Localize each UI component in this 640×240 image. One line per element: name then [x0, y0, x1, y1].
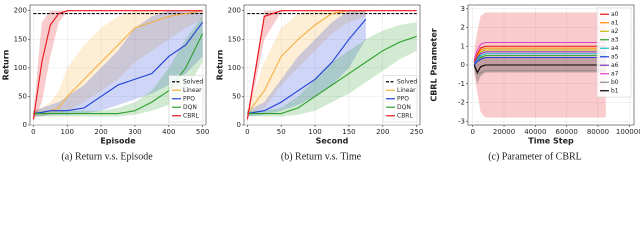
legend-label: Linear	[397, 87, 416, 94]
y-tick-label: 3	[461, 5, 465, 13]
x-tick-label: 0	[31, 128, 35, 136]
y-tick-label: 2	[461, 24, 465, 32]
legend-label: b0	[611, 79, 619, 86]
y-tick-label: -2	[458, 99, 465, 107]
y-tick-label: 150	[228, 35, 241, 43]
error-band	[33, 16, 203, 117]
caption: (c) Parameter of CBRL	[488, 151, 582, 162]
x-tick-label: 100	[308, 128, 321, 136]
legend-label: a0	[611, 11, 619, 18]
series-line	[473, 47, 606, 64]
error-band	[247, 10, 366, 117]
caption: (a) Return v.s. Episode	[61, 151, 153, 162]
legend-label: PPO	[183, 95, 195, 102]
y-axis-label: Return	[2, 49, 11, 80]
series-line	[473, 41, 606, 60]
series-line	[473, 53, 606, 66]
series-line	[473, 64, 606, 74]
x-tick-label: 0	[470, 128, 474, 136]
x-tick-label: 500	[196, 128, 209, 136]
error-band	[247, 10, 366, 117]
x-axis-label: Episode	[100, 137, 136, 146]
y-tick-label: 50	[18, 92, 27, 100]
legend-label: Linear	[183, 87, 202, 94]
series-line	[473, 56, 606, 66]
error-band	[474, 55, 606, 84]
legend-label: a4	[611, 45, 619, 52]
error-band	[33, 10, 203, 117]
legend-label: a1	[611, 19, 619, 26]
x-tick-label: 300	[128, 128, 141, 136]
y-tick-label: -1	[458, 80, 465, 88]
y-tick-label: 100	[228, 64, 241, 72]
x-tick-label: 150	[342, 128, 355, 136]
legend-label: CBRL	[183, 112, 199, 119]
series-line	[32, 10, 203, 120]
y-tick-label: 150	[14, 35, 27, 43]
x-axis-label: Time Step	[528, 137, 574, 146]
legend-label: PPO	[397, 95, 409, 102]
series-line	[246, 10, 417, 120]
legend-label: a6	[611, 62, 619, 69]
legend-label: a3	[611, 36, 619, 43]
x-tick-label: 250	[410, 128, 423, 136]
x-tick-label: 20000	[493, 128, 515, 136]
series-line	[473, 45, 606, 62]
y-tick-label: 0	[461, 61, 465, 69]
y-tick-label: 0	[23, 121, 27, 129]
x-tick-label: 50	[277, 128, 286, 136]
legend-label: CBRL	[397, 112, 413, 119]
legend-label: a7	[611, 70, 619, 77]
x-tick-label: 100000	[616, 128, 640, 136]
y-tick-label: 1	[461, 42, 465, 50]
x-tick-label: 40000	[524, 128, 546, 136]
y-tick-label: 100	[14, 64, 27, 72]
legend-label: DQN	[397, 104, 411, 111]
legend-label: Solved	[397, 78, 417, 85]
legend-label: DQN	[183, 104, 197, 111]
x-tick-label: 200	[376, 128, 389, 136]
x-tick-label: 100	[61, 128, 74, 136]
y-tick-label: 200	[228, 7, 241, 15]
series-line	[473, 51, 606, 64]
legend-label: a2	[611, 28, 619, 35]
error-band	[247, 22, 417, 117]
y-tick-label: -3	[458, 117, 465, 125]
x-tick-label: 400	[162, 128, 175, 136]
legend-label: Solved	[183, 78, 203, 85]
x-tick-label: 80000	[587, 128, 609, 136]
error-band	[247, 10, 417, 123]
series-line	[247, 35, 417, 115]
x-axis-label: Second	[316, 137, 349, 146]
caption: (b) Return v.s. Time	[281, 151, 362, 162]
error-band	[33, 10, 203, 123]
legend-label: a5	[611, 53, 619, 60]
y-axis-label: CBRL Parameter	[430, 28, 439, 101]
x-tick-label: 0	[245, 128, 249, 136]
legend-label: b1	[611, 87, 619, 94]
series-line	[473, 66, 606, 76]
error-band	[33, 10, 203, 117]
y-axis-label: Return	[216, 49, 225, 80]
y-tick-label: 0	[237, 121, 241, 129]
x-tick-label: 60000	[556, 128, 578, 136]
x-tick-label: 200	[94, 128, 107, 136]
series-line	[33, 21, 204, 115]
series-line	[247, 18, 367, 115]
y-tick-label: 200	[14, 7, 27, 15]
y-tick-label: 50	[232, 92, 241, 100]
